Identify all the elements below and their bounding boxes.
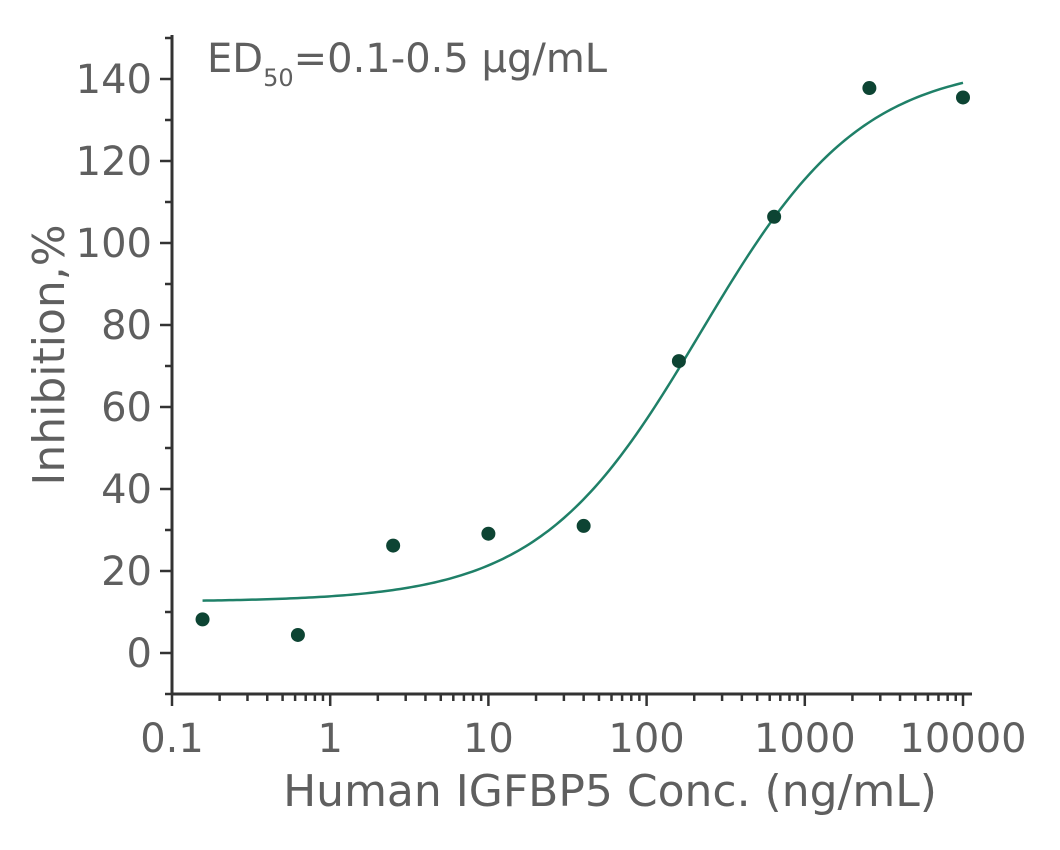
x-axis-tick-labels: 0.1 1 10 100 1000 10000: [140, 716, 1026, 762]
x-tick-label: 1: [317, 716, 342, 762]
ed50-suffix: =0.1-0.5 μg/mL: [294, 36, 608, 82]
y-tick-label: 100: [76, 221, 152, 267]
x-tick-label: 100: [608, 716, 684, 762]
data-point: [956, 90, 970, 105]
y-axis-tick-labels: 0 20 40 60 80 100 120 140: [76, 57, 152, 677]
x-tick-label: 0.1: [140, 716, 204, 762]
ed50-annotation: ED50=0.1-0.5 μg/mL: [207, 36, 608, 92]
y-tick-label: 20: [101, 549, 152, 595]
data-points: [195, 81, 970, 642]
x-tick-label: 10000: [899, 716, 1026, 762]
y-tick-label: 0: [127, 631, 152, 677]
y-axis-title: Inhibition,%: [24, 224, 75, 485]
y-tick-label: 120: [76, 139, 152, 185]
y-axis-ticks: [160, 36, 172, 696]
data-point: [767, 209, 782, 224]
fit-curve: [202, 81, 964, 602]
y-tick-label: 80: [101, 303, 152, 349]
x-tick-label: 1000: [754, 716, 856, 762]
data-point: [386, 538, 401, 553]
data-point: [195, 612, 210, 627]
ed50-subscript: 50: [263, 64, 294, 92]
data-point: [290, 627, 305, 642]
x-axis-title: Human IGFBP5 Conc. (ng/mL): [283, 766, 937, 817]
data-point: [576, 518, 591, 533]
y-tick-label: 60: [101, 385, 152, 431]
y-tick-label: 40: [101, 467, 152, 513]
data-point: [671, 354, 686, 369]
x-tick-label: 10: [463, 716, 514, 762]
x-axis-ticks: [170, 694, 965, 706]
data-point: [481, 526, 496, 541]
data-point: [862, 81, 877, 96]
ed50-prefix: ED: [207, 36, 263, 82]
y-tick-label: 140: [76, 57, 152, 103]
